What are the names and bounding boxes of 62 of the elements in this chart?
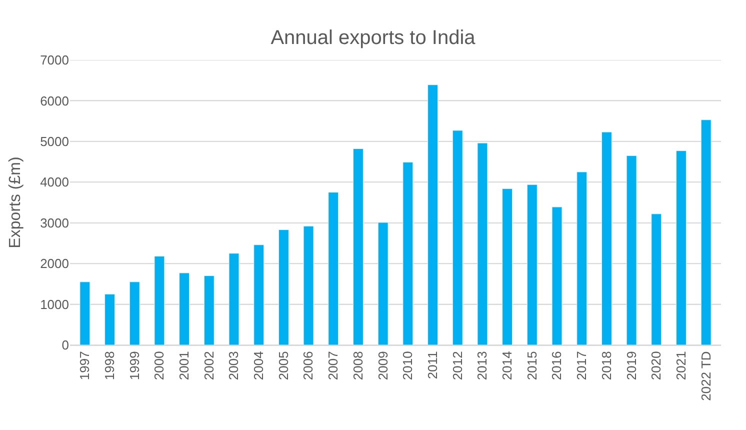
x-tick-label: 1997	[77, 351, 92, 380]
bar	[179, 272, 190, 345]
x-tick-label: 2015	[524, 351, 540, 380]
bar	[700, 120, 712, 345]
y-tick-label: 1000	[40, 296, 69, 312]
y-axis-title: Exports (£m)	[6, 156, 24, 248]
bar	[526, 184, 538, 345]
bar	[129, 282, 140, 345]
bar	[502, 188, 513, 345]
x-tick-label: 2014	[500, 351, 515, 380]
bar	[154, 256, 165, 345]
x-tick-label: 2003	[226, 351, 242, 380]
x-tick-label: 1998	[102, 351, 117, 380]
bar	[676, 150, 686, 345]
x-tick-label: 2012	[450, 351, 465, 380]
y-tick-label: 6000	[40, 93, 69, 108]
x-tick-label: 2018	[598, 351, 614, 380]
x-tick-label: 2009	[375, 351, 390, 380]
bar	[328, 192, 339, 345]
bar	[552, 206, 562, 345]
bar	[104, 294, 115, 345]
x-tick-label: 2019	[624, 351, 639, 380]
bar	[378, 222, 388, 345]
bar	[80, 282, 90, 345]
x-tick-label: 2004	[251, 351, 266, 380]
bar	[626, 155, 637, 345]
x-tick-label: 2021	[673, 351, 688, 380]
bar	[651, 214, 662, 345]
x-tick-label: 2010	[400, 351, 416, 380]
x-tick-label: 2017	[574, 351, 590, 380]
bar	[402, 162, 414, 345]
bar	[576, 172, 588, 345]
x-tick-label: 2020	[648, 351, 664, 380]
x-tick-label: 2000	[152, 351, 167, 380]
x-tick-label: 2001	[176, 351, 192, 380]
x-tick-label: 2005	[276, 351, 291, 380]
x-tick-label: 2007	[326, 351, 341, 380]
x-tick-label: 2008	[350, 351, 366, 380]
y-tick-label: 4000	[40, 174, 69, 190]
bar	[278, 230, 289, 345]
x-tick-label: 2016	[549, 351, 564, 380]
y-tick-label: 5000	[40, 134, 69, 149]
bar	[477, 142, 488, 345]
x-tick-label: 2013	[474, 351, 490, 380]
y-tick-label: 0	[62, 338, 69, 353]
y-tick-label: 3000	[40, 215, 69, 230]
x-tick-label: 2006	[300, 351, 316, 380]
x-tick-label: 2022 TD	[698, 351, 714, 401]
x-tick-label: 2002	[201, 351, 216, 380]
bar	[353, 148, 364, 345]
bar	[254, 244, 264, 345]
bar	[428, 84, 438, 345]
bar	[303, 226, 314, 345]
chart-title: Annual exports to India	[270, 27, 476, 50]
bar	[204, 276, 214, 345]
bar	[452, 130, 463, 345]
bar	[228, 253, 240, 345]
y-tick-label: 7000	[40, 52, 69, 68]
x-tick-label: 1999	[126, 351, 142, 380]
y-tick-label: 2000	[40, 256, 69, 272]
bar	[601, 132, 612, 345]
x-tick-label: 2011	[424, 351, 440, 380]
